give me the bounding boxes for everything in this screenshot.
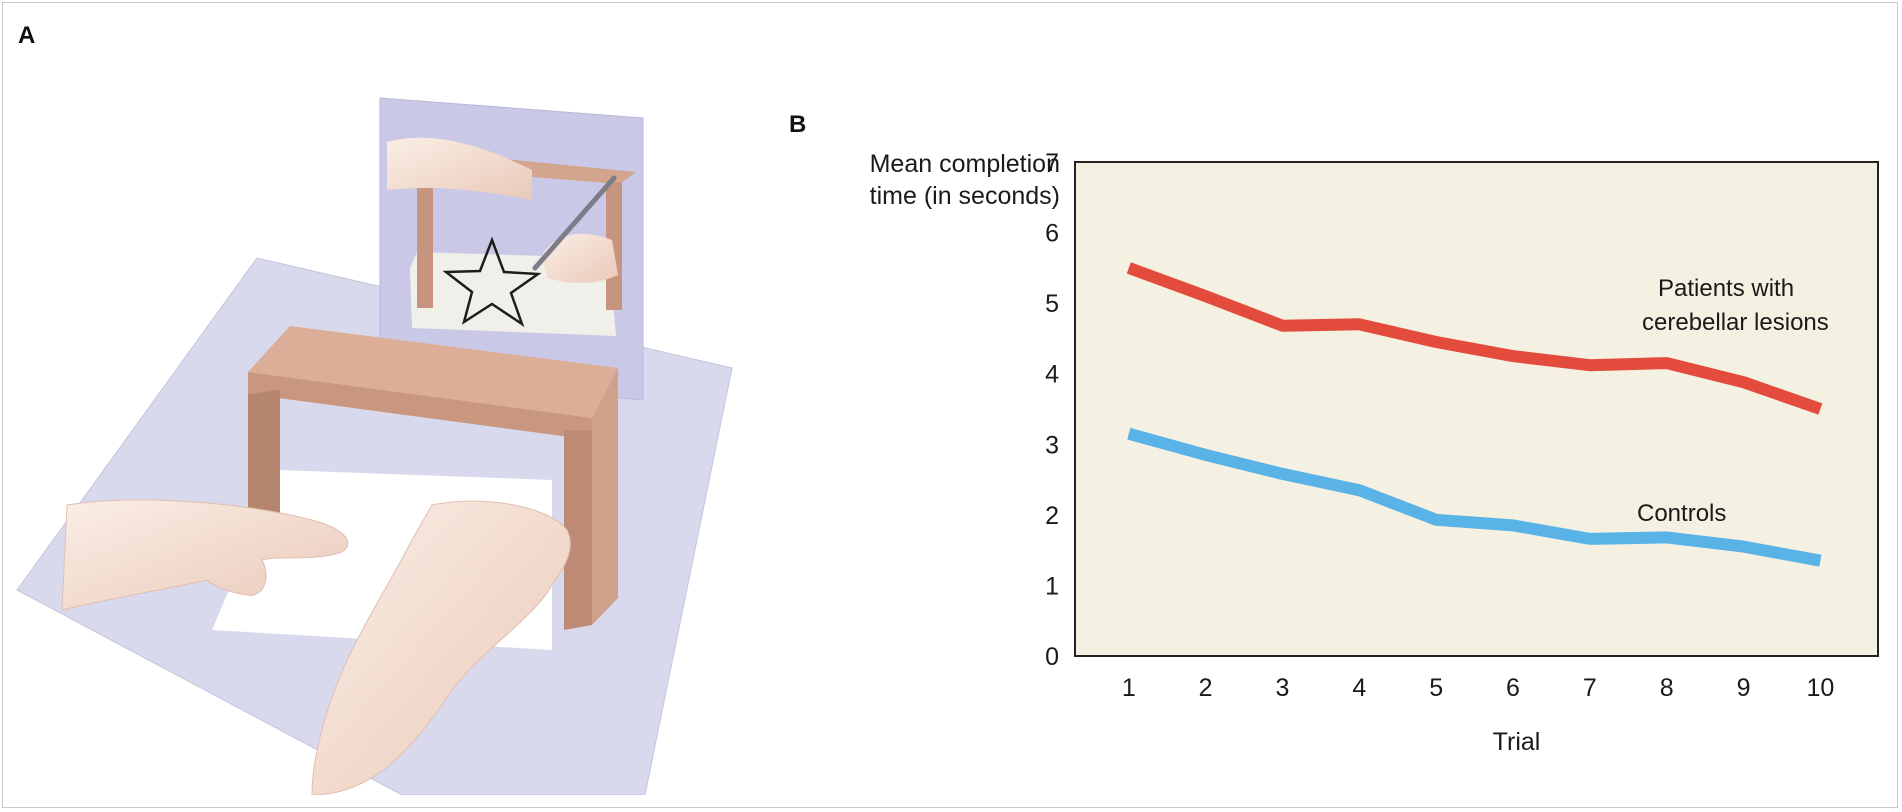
hand-icon: [311, 500, 571, 795]
x-tick-label: 4: [1352, 674, 1366, 702]
y-axis-label-line-1: Mean completion: [870, 150, 1060, 178]
patients-series-label-line-1: Patients with: [1658, 275, 1794, 302]
y-tick-label: 1: [1045, 572, 1059, 600]
x-tick-label: 6: [1506, 674, 1520, 702]
plot-area: [1074, 161, 1879, 657]
x-tick-label: 8: [1660, 674, 1674, 702]
controls-series-line: [1127, 427, 1822, 567]
x-tick-label: 7: [1583, 674, 1597, 702]
x-tick-label: 2: [1199, 674, 1213, 702]
controls-series-label: Controls: [1637, 500, 1726, 527]
x-axis-label: Trial: [1493, 728, 1541, 756]
y-tick-label: 2: [1045, 502, 1059, 530]
x-tick-label: 9: [1737, 674, 1751, 702]
patients-series-line: [1126, 262, 1823, 415]
box-shield-icon: [248, 326, 618, 630]
hand-icon: [61, 499, 349, 611]
patients-series-label-line-2: cerebellar lesions: [1642, 309, 1829, 336]
y-tick-label: 6: [1045, 220, 1059, 248]
panel-b-label: B: [789, 111, 807, 138]
x-tick-label: 10: [1806, 674, 1834, 702]
y-tick-label: 3: [1045, 431, 1059, 459]
y-tick-label: 7: [1045, 149, 1059, 177]
y-tick-label: 4: [1045, 361, 1059, 389]
mirror-panel-icon: [379, 97, 644, 401]
x-tick-labels: 1 2 3 4 5 6 7 8 9 10: [1122, 674, 1834, 702]
mirror-tracing-illustration: [16, 97, 733, 795]
pencil-icon: [532, 175, 617, 271]
y-tick-label: 5: [1045, 290, 1059, 318]
star-outline-icon: [442, 236, 542, 328]
series-lines: [1126, 262, 1823, 567]
y-tick-label: 0: [1045, 643, 1059, 671]
x-tick-label: 1: [1122, 674, 1136, 702]
panel-a-label: A: [18, 22, 36, 49]
hand-icon: [387, 137, 532, 200]
y-tick-labels: 0 1 2 3 4 5 6 7: [1045, 149, 1059, 671]
x-tick-label: 3: [1276, 674, 1290, 702]
y-axis-label-line-2: time (in seconds): [870, 182, 1060, 210]
x-tick-label: 5: [1429, 674, 1443, 702]
